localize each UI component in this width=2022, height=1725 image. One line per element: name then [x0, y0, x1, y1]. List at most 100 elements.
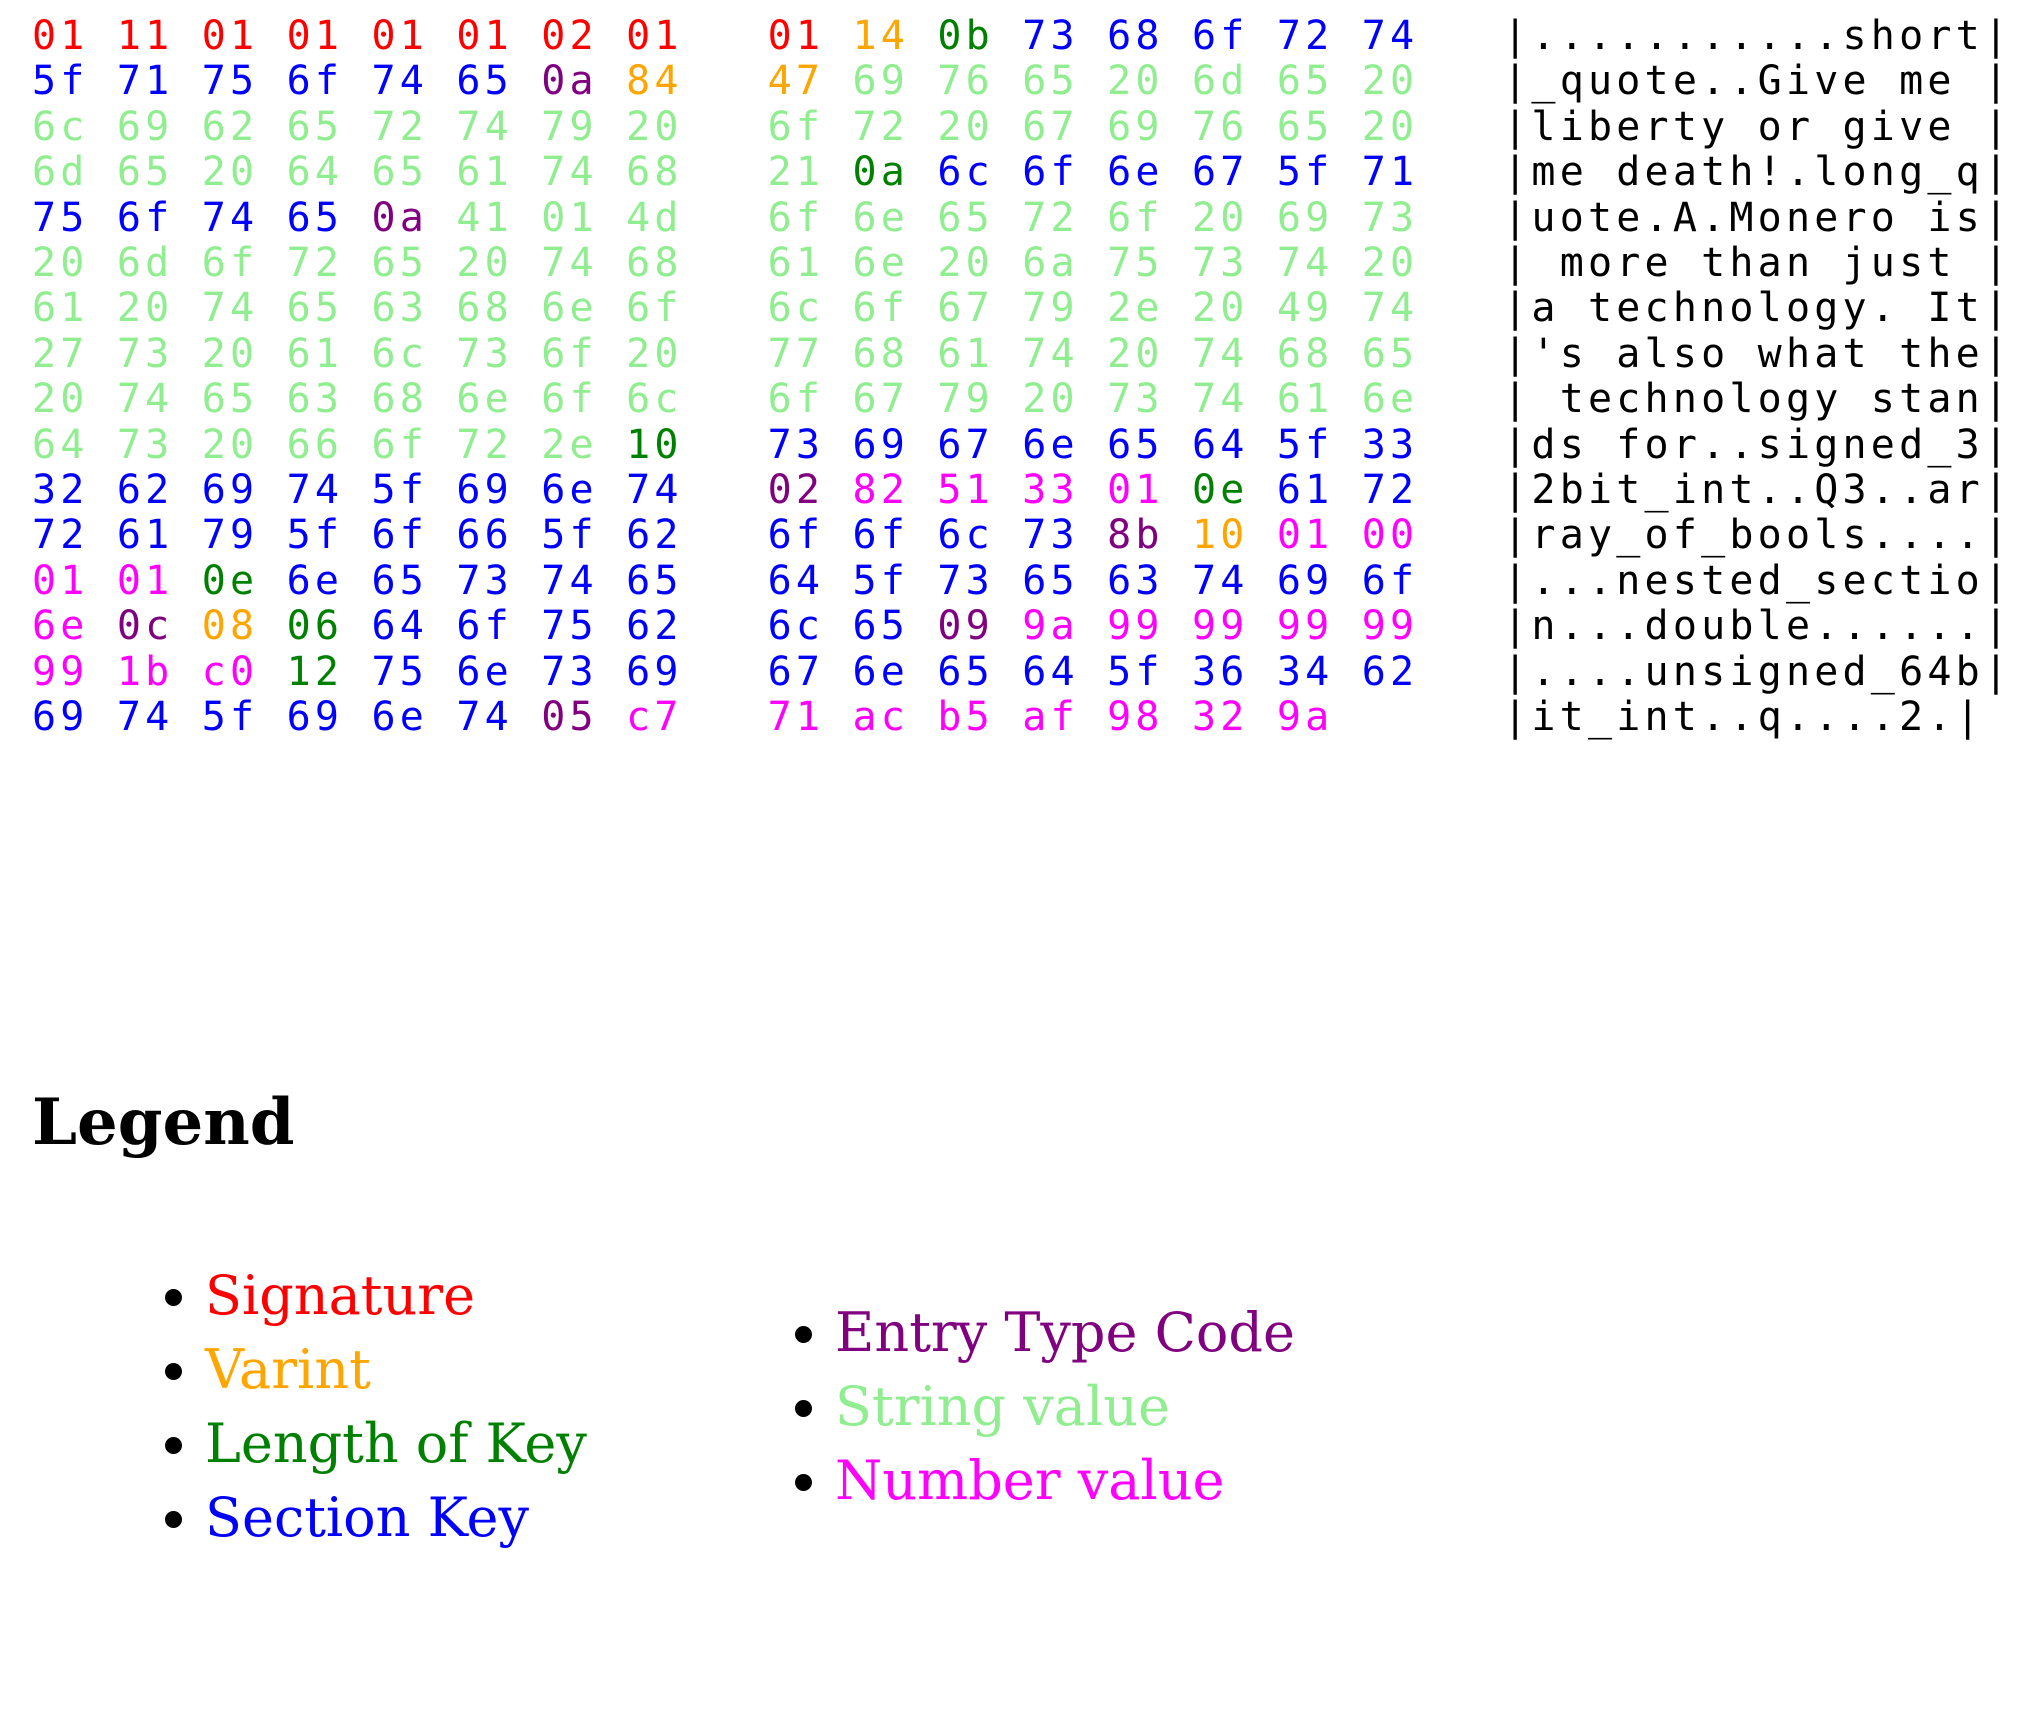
hex-dump: 01 11 01 01 01 01 02 01 01 14 0b 73 68 6… — [0, 0, 2022, 741]
hex-byte: 61 — [286, 330, 344, 377]
legend-label-section-key: Section Key — [205, 1486, 529, 1550]
hex-byte: 69 — [201, 467, 259, 514]
ascii-text: |uote.A.Monero is| — [1503, 194, 2013, 241]
hex-byte: 20 — [1361, 58, 1419, 105]
hex-byte: 6c — [371, 330, 429, 377]
hex-byte: 99 — [1361, 603, 1419, 650]
hex-byte: 77 — [767, 330, 825, 377]
hex-byte: 74 — [456, 103, 513, 150]
hex-byte: 99 — [32, 648, 89, 695]
hex-byte: 6d — [32, 149, 89, 196]
hex-byte: 65 — [201, 376, 259, 423]
legend-label-signature: Signature — [205, 1264, 476, 1328]
hex-byte: 65 — [116, 149, 174, 196]
hex-byte: 74 — [626, 467, 683, 514]
hex-byte: 66 — [286, 421, 344, 468]
hex-byte: 5f — [286, 512, 344, 559]
hex-byte: 73 — [1361, 194, 1419, 241]
hex-byte: 6f — [767, 376, 825, 423]
hex-byte: 67 — [767, 648, 825, 695]
legend-item-varint: Varint — [205, 1333, 655, 1407]
hex-byte: 69 — [116, 103, 174, 150]
hex-byte: 0b — [937, 13, 994, 59]
hex-byte: 6f — [767, 194, 825, 241]
hex-byte: 69 — [286, 694, 344, 741]
legend-label-length-of-key: Length of Key — [205, 1412, 587, 1476]
hex-byte: 73 — [767, 421, 825, 468]
ascii-text: | more than just | — [1503, 240, 2013, 287]
hex-byte: 73 — [937, 557, 994, 604]
hex-byte: 79 — [1022, 285, 1079, 332]
hex-byte: c0 — [201, 648, 259, 695]
hex-row: 32 62 69 74 5f 69 6e 74 02 82 51 33 01 0… — [32, 467, 2022, 514]
hex-byte: 6f — [1107, 194, 1164, 241]
hex-row: 20 6d 6f 72 65 20 74 68 61 6e 20 6a 75 7… — [32, 240, 2022, 287]
legend-item-number-value: Number value — [835, 1444, 1295, 1518]
hex-byte: 75 — [371, 648, 429, 695]
ascii-text: |....unsigned_64b| — [1503, 648, 2013, 695]
ascii-text: |n...double......| — [1503, 603, 2013, 650]
hex-byte: 72 — [1361, 467, 1419, 514]
hex-byte: 65 — [626, 557, 683, 604]
hex-byte: 69 — [1276, 194, 1334, 241]
hex-byte: 6e — [1022, 421, 1079, 468]
hex-byte: 6f — [541, 376, 598, 423]
hex-byte: 79 — [541, 103, 598, 150]
legend-item-string-value: String value — [835, 1370, 1295, 1444]
hex-byte: 74 — [1022, 330, 1079, 377]
hex-row: 6c 69 62 65 72 74 79 20 6f 72 20 67 69 7… — [32, 103, 2022, 150]
hex-byte: 20 — [937, 240, 994, 287]
hex-byte: 11 — [116, 13, 174, 59]
hex-byte: 20 — [1022, 376, 1079, 423]
hex-byte: 74 — [541, 557, 598, 604]
hex-byte: 6e — [852, 194, 910, 241]
hex-byte: 01 — [1276, 512, 1334, 559]
hex-byte: 75 — [1107, 240, 1164, 287]
hex-byte: 73 — [1107, 376, 1164, 423]
hex-byte: 33 — [1022, 467, 1079, 514]
hex-byte: 64 — [1191, 421, 1249, 468]
hex-byte: 99 — [1191, 603, 1249, 650]
ascii-text: |ray_of_bools....| — [1503, 512, 2013, 559]
hex-byte: 01 — [116, 557, 174, 604]
legend-columns: Signature Varint Length of Key Section K… — [0, 1259, 2022, 1555]
hex-byte: 2e — [541, 421, 598, 468]
hex-byte: 6e — [1107, 149, 1164, 196]
hex-byte: 10 — [1191, 512, 1249, 559]
hex-row: 61 20 74 65 63 68 6e 6f 6c 6f 67 79 2e 2… — [32, 286, 2022, 331]
hex-byte: 62 — [201, 103, 259, 150]
hex-byte: 79 — [201, 512, 259, 559]
hex-byte: 65 — [852, 603, 910, 650]
hex-byte: 6d — [116, 240, 174, 287]
hex-byte: 68 — [456, 285, 513, 332]
hex-byte: 69 — [32, 694, 89, 741]
hex-byte: 98 — [1107, 694, 1164, 741]
hex-byte: 6c — [937, 512, 994, 559]
hex-byte: 6e — [456, 376, 513, 423]
hex-byte: 00 — [1361, 512, 1419, 559]
legend-label-varint: Varint — [205, 1338, 371, 1402]
hex-byte: 65 — [371, 240, 429, 287]
hex-byte: 74 — [116, 694, 174, 741]
hex-byte: 0a — [371, 194, 429, 241]
hex-byte: 5f — [32, 58, 89, 105]
hex-byte: 5f — [1276, 149, 1334, 196]
hex-byte: 65 — [371, 149, 429, 196]
hex-row: 6e 0c 08 06 64 6f 75 62 6c 65 09 9a 99 9… — [32, 604, 2022, 649]
hex-byte: 73 — [1022, 512, 1079, 559]
hex-byte: 72 — [1022, 194, 1079, 241]
hex-byte: 20 — [1107, 58, 1164, 105]
hex-byte: 67 — [937, 421, 994, 468]
hex-byte: 62 — [626, 512, 683, 559]
hex-byte: 20 — [937, 103, 994, 150]
hex-byte: 76 — [937, 58, 994, 105]
hex-byte: 6c — [626, 376, 683, 423]
hex-byte: 01 — [767, 13, 825, 59]
hex-byte: 51 — [937, 467, 994, 514]
hex-byte: 5f — [371, 467, 429, 514]
hex-byte: 5f — [1107, 648, 1164, 695]
hex-byte: 65 — [371, 557, 429, 604]
hex-byte: 64 — [32, 421, 89, 468]
hex-byte: 6a — [1022, 240, 1079, 287]
hex-byte: 6f — [541, 330, 598, 377]
